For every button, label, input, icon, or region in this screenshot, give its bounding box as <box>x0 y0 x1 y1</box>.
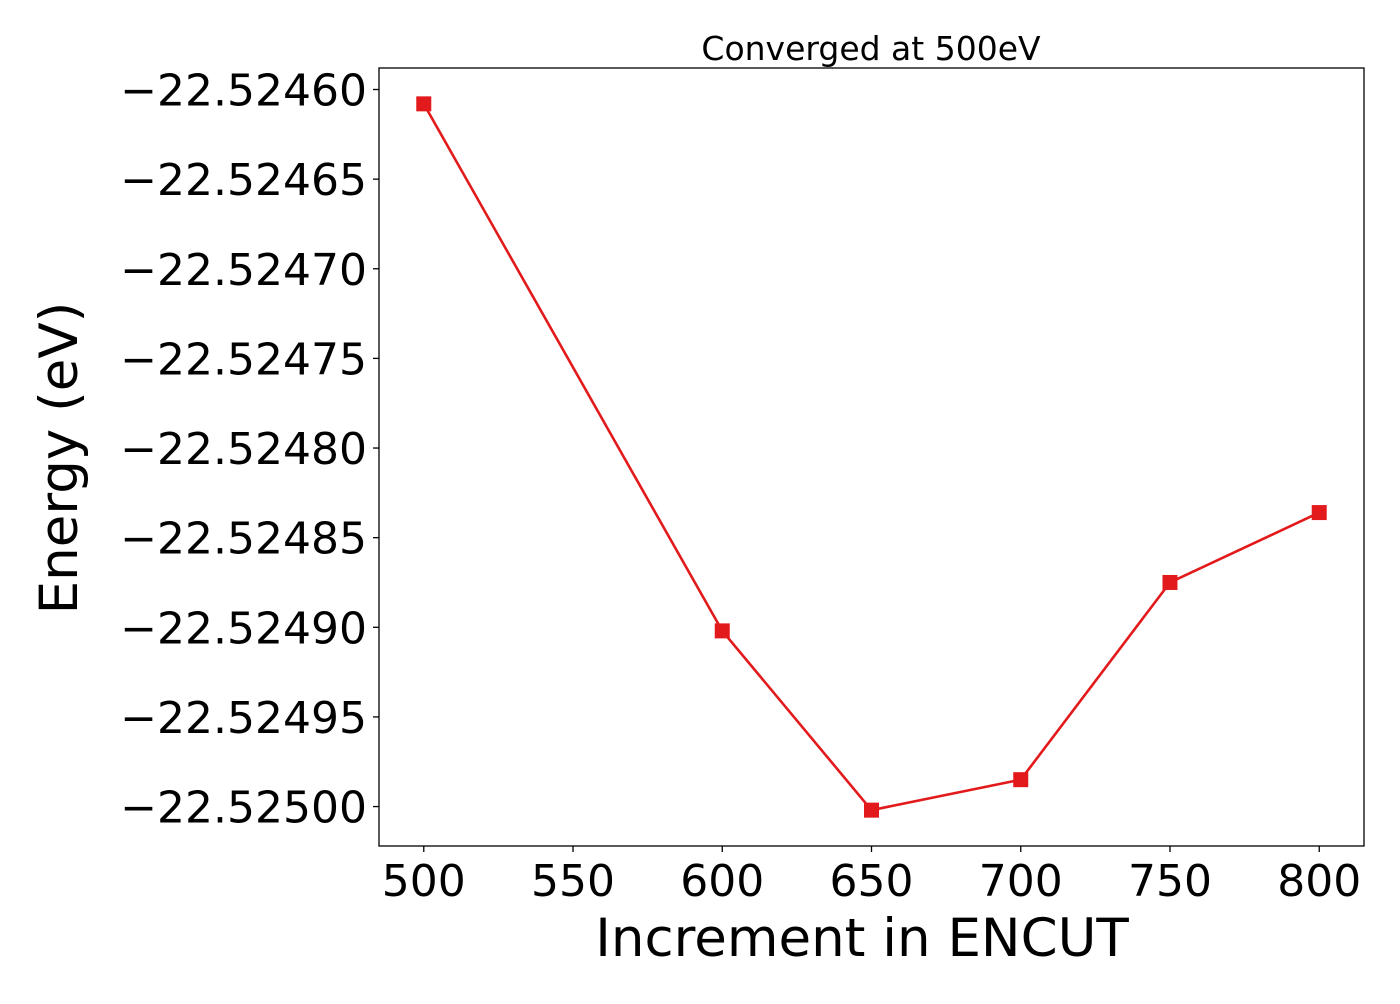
y-tick-label: −22.52500 <box>120 783 367 834</box>
plot-border <box>378 67 1365 847</box>
data-point-marker <box>864 802 879 818</box>
x-axis: 500 550 600 650 700 750 800 <box>382 846 1361 907</box>
x-tick-label: 800 <box>1277 856 1361 907</box>
y-tick-label: −22.52480 <box>120 424 367 475</box>
series-layer <box>416 96 1327 818</box>
x-tick-label: 650 <box>830 856 914 907</box>
x-tick-label: 500 <box>382 856 466 907</box>
data-point-marker <box>714 623 730 639</box>
y-tick-label: −22.52490 <box>120 603 367 654</box>
x-tick-label: 600 <box>680 856 764 907</box>
y-tick-label: −22.52485 <box>120 514 367 565</box>
data-point-marker <box>1013 772 1029 788</box>
x-tick-label: 700 <box>979 856 1063 907</box>
series-line <box>422 103 1320 812</box>
x-tick-label: 750 <box>1128 856 1212 907</box>
data-point-marker <box>1162 574 1178 590</box>
y-tick-label: −22.52465 <box>120 155 367 206</box>
data-point-marker <box>416 96 432 112</box>
y-tick-label: −22.52470 <box>120 245 367 296</box>
plot-frame <box>378 67 1365 847</box>
x-tick-label: 550 <box>531 856 615 907</box>
data-point-marker <box>1311 505 1327 521</box>
y-axis-title: Energy (eV) <box>29 302 90 615</box>
y-axis: −22.52460 −22.52465 −22.52470 −22.52475 −22.… <box>120 66 379 834</box>
y-tick-label: −22.52460 <box>120 66 367 117</box>
x-axis-title: Increment in ENCUT <box>595 908 1129 969</box>
y-tick-label: −22.52475 <box>120 334 367 385</box>
y-tick-label: −22.52495 <box>120 693 367 744</box>
chart-title: Converged at 500eV <box>701 29 1041 68</box>
